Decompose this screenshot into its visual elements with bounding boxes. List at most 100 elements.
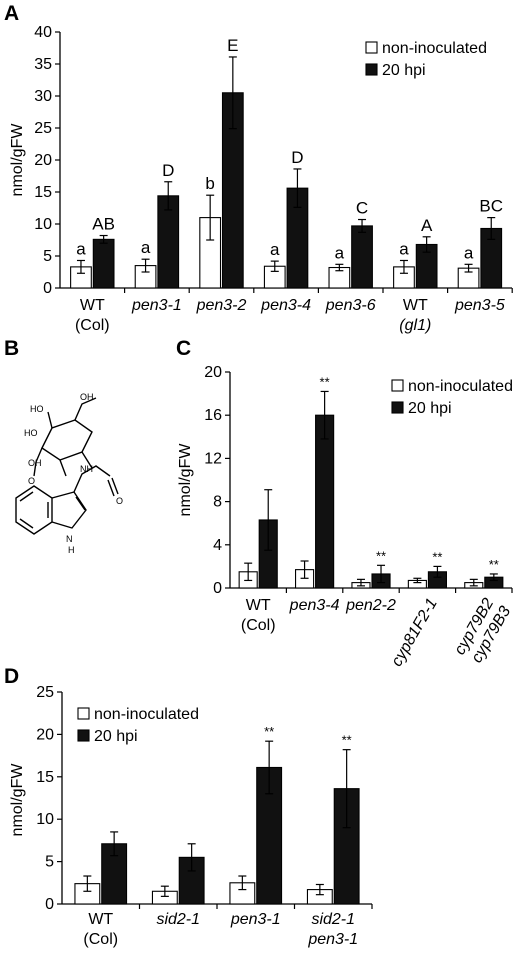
legend-swatch-20hpi-c — [391, 401, 404, 414]
bar-a-20hpi — [351, 225, 373, 289]
chart-d: 0 5 10 15 20 25 nmol/gFW ** ** WT (Col) sid2-1 pen3-… — [9, 684, 373, 948]
legend-label-20hpi-d: 20 hpi — [94, 728, 138, 745]
category-label-a: pen3-5 — [454, 297, 505, 314]
y-axis-label-d: nmol/gFW — [9, 763, 26, 837]
structure-labels: HO HO OH OH O NH O N H — [24, 392, 123, 555]
chart-a: 0 5 10 15 20 25 30 35 40 nmol/gFW a a b a a a a AB D E D C A BC… — [9, 24, 513, 334]
y-tick-label-a: 35 — [34, 56, 52, 73]
pyrrole-ring — [51, 491, 87, 529]
y-tick-label-a: 10 — [34, 216, 52, 233]
y-tick-label-a: 20 — [34, 152, 52, 169]
formyl-double-bond — [107, 477, 119, 497]
significance-label-a: a — [141, 238, 151, 257]
pyrrole-double-bond — [75, 496, 86, 511]
significance-label-c: ** — [376, 548, 386, 563]
y-tick-label-c: 8 — [213, 494, 222, 511]
y-tick-label-a: 25 — [34, 120, 52, 137]
category-label-d: sid2-1 — [156, 911, 200, 928]
panel-letter-b: B — [4, 337, 19, 360]
y-tick-label-a: 5 — [43, 248, 52, 265]
benzene-ring — [15, 485, 53, 535]
glucose-substituents — [35, 397, 97, 477]
structure-label-n: N — [66, 534, 73, 544]
significance-label-a: D — [162, 161, 174, 180]
glycosidic-bond — [33, 461, 37, 477]
significance-label-c: ** — [432, 549, 442, 564]
significance-label-a: a — [76, 239, 86, 258]
legend-swatch-non-inoculated-d — [77, 707, 90, 720]
structure-label-nh: NH — [80, 464, 93, 474]
y-tick-label-d: 25 — [36, 684, 54, 701]
y-tick-label-d: 20 — [36, 726, 54, 743]
significance-label-a: AB — [92, 215, 115, 234]
legend-swatch-non-inoculated-c — [391, 379, 404, 392]
significance-label-a: C — [356, 199, 368, 218]
y-tick-label-c: 20 — [204, 364, 222, 381]
category-label-line2-c: (Col) — [241, 617, 276, 634]
structure-label-ho-1: HO — [30, 404, 44, 414]
panel-letter-c: C — [176, 337, 191, 360]
significance-label-a: a — [464, 243, 474, 262]
y-axis-label-c: nmol/gFW — [177, 443, 194, 517]
y-tick-label-d: 15 — [36, 769, 54, 786]
category-label-a: WT — [80, 297, 105, 314]
category-label-d: pen3-1 — [230, 911, 281, 928]
category-label-a: pen3-6 — [325, 297, 376, 314]
category-label-a: pen3-2 — [196, 297, 247, 314]
category-label-line2-a: (gl1) — [399, 317, 431, 334]
bar-c-20hpi — [315, 414, 335, 589]
significance-label-a: b — [205, 174, 214, 193]
y-tick-label-c: 12 — [204, 450, 222, 467]
category-label-d: WT — [88, 911, 113, 928]
structure-label-oh-1: OH — [80, 392, 94, 402]
legend-label-20hpi-a: 20 hpi — [382, 62, 426, 79]
y-tick-label-c: 0 — [213, 580, 222, 597]
significance-label-a: a — [270, 240, 280, 259]
chart-c: 0 4 8 12 16 20 nmol/gFW ** ** ** ** WT (Col) pen3-4 pe… — [177, 364, 514, 669]
structure-label-oh-2: OH — [28, 458, 42, 468]
category-label-a: pen3-1 — [131, 297, 182, 314]
significance-label-a: E — [227, 36, 238, 55]
y-tick-label-c: 4 — [213, 537, 222, 554]
y-axis-label-a: nmol/gFW — [9, 123, 26, 197]
y-tick-label-d: 10 — [36, 811, 54, 828]
category-label-c: WT — [246, 597, 271, 614]
legend-label-non-inoculated-d: non-inoculated — [94, 706, 199, 723]
y-tick-label-a: 30 — [34, 88, 52, 105]
y-tick-label-a: 40 — [34, 24, 52, 41]
y-tick-label-a: 15 — [34, 184, 52, 201]
significance-label-d: ** — [264, 724, 274, 739]
legend-label-non-inoculated-a: non-inoculated — [382, 40, 487, 57]
structure-label-h: H — [68, 545, 75, 555]
y-tick-label-d: 5 — [45, 854, 54, 871]
category-label-c: pen3-4 — [289, 597, 340, 614]
legend-swatch-20hpi-a — [365, 63, 378, 76]
significance-label-a: BC — [479, 197, 503, 216]
y-tick-label-c: 16 — [204, 407, 222, 424]
significance-label-a: A — [421, 216, 433, 235]
category-label-d: sid2-1 — [311, 911, 355, 928]
y-tick-label-d: 0 — [45, 896, 54, 913]
category-label-a: pen3-4 — [260, 297, 311, 314]
y-tick-label-a: 0 — [43, 280, 52, 297]
legend-swatch-non-inoculated-a — [365, 41, 378, 54]
legend-swatch-20hpi-d — [77, 729, 90, 742]
significance-label-c: ** — [489, 557, 499, 572]
panel-letter-a: A — [4, 2, 19, 25]
significance-label-c: ** — [320, 374, 330, 389]
legend-label-non-inoculated-c: non-inoculated — [408, 378, 513, 395]
significance-label-a: D — [291, 148, 303, 167]
indole-glucoside-structure — [15, 397, 119, 535]
significance-label-a: a — [399, 239, 409, 258]
category-label-c: cyp81F2-1 — [388, 596, 441, 670]
benzene-double-bonds — [19, 491, 49, 529]
structure-label-o: O — [28, 476, 35, 486]
category-label-c: pen2-2 — [345, 597, 396, 614]
category-label-line2-a: (Col) — [75, 317, 110, 334]
structure-label-ho-2: HO — [24, 428, 38, 438]
category-label-a: WT — [403, 297, 428, 314]
legend-label-20hpi-c: 20 hpi — [408, 400, 452, 417]
glucose-ring — [41, 419, 93, 461]
significance-label-d: ** — [342, 733, 352, 748]
